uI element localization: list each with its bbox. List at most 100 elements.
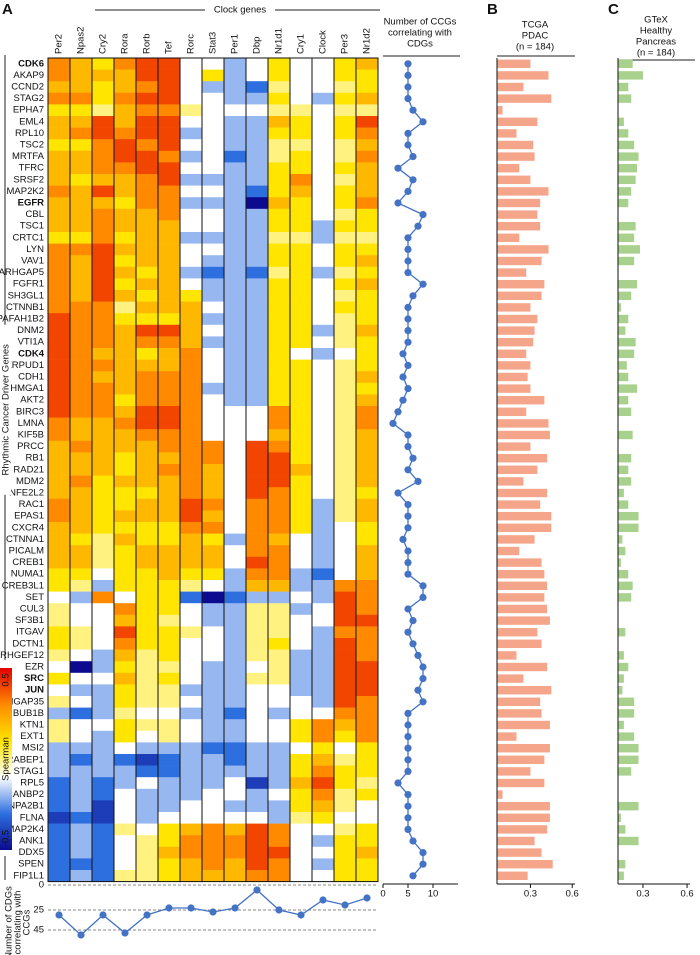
heatmap-cell	[92, 580, 115, 592]
heatmap-cell	[268, 533, 291, 546]
point	[404, 547, 412, 555]
heatmap-cell	[290, 719, 313, 732]
column-label: Per3	[340, 34, 351, 54]
heatmap-cell	[290, 614, 313, 627]
bar	[497, 71, 549, 80]
heatmap-cell	[224, 707, 247, 720]
row-label: CDH1	[18, 372, 44, 383]
bar	[618, 720, 624, 730]
heatmap-cell	[202, 429, 225, 442]
bar	[618, 535, 623, 544]
heatmap-cell	[92, 452, 115, 465]
bar	[618, 152, 639, 161]
heatmap-cell	[290, 139, 313, 152]
heatmap-cell	[290, 127, 313, 140]
heatmap-cell	[202, 522, 225, 534]
heatmap-cell	[136, 336, 159, 349]
heatmap-cell	[202, 348, 225, 360]
heatmap-cell	[92, 765, 115, 778]
heatmap-cell	[268, 696, 291, 708]
bar	[618, 546, 626, 556]
heatmap-cell	[92, 800, 115, 813]
heatmap-cell	[246, 812, 269, 824]
heatmap-cell	[92, 359, 115, 372]
heatmap-cell	[334, 429, 357, 442]
heatmap-cell	[70, 846, 93, 859]
bar	[497, 106, 503, 115]
label-bg	[0, 324, 11, 495]
bar	[497, 129, 517, 138]
heatmap-cell	[312, 232, 335, 244]
heatmap-cell	[334, 336, 357, 349]
heatmap-cell	[70, 255, 93, 268]
heatmap-cell	[356, 371, 379, 384]
bar	[618, 686, 623, 695]
heatmap-cell	[268, 406, 291, 418]
heatmap-cell	[268, 313, 291, 326]
heatmap-cell	[158, 719, 181, 732]
heatmap-cell	[114, 684, 137, 697]
bar	[497, 314, 538, 324]
row-label: EXT1	[20, 731, 44, 742]
heatmap-cell	[224, 394, 247, 407]
heatmap-cell	[92, 684, 115, 697]
bar	[618, 512, 639, 521]
heatmap-cell	[48, 858, 71, 871]
heatmap-cell	[246, 823, 269, 836]
heatmap-cell	[334, 823, 357, 836]
heatmap-cell	[136, 104, 159, 117]
heatmap-cell	[48, 475, 71, 488]
point	[404, 501, 412, 509]
chart-title: Pancreas	[636, 37, 676, 48]
heatmap-cell	[202, 371, 225, 384]
heatmap-cell	[268, 522, 291, 534]
heatmap-cell	[48, 127, 71, 140]
bar	[618, 303, 621, 312]
heatmap-cell	[92, 649, 115, 662]
heatmap-cell	[224, 684, 247, 697]
heatmap-cell	[334, 324, 357, 337]
heatmap-cell	[92, 672, 115, 685]
heatmap-cell	[92, 707, 115, 720]
point	[404, 466, 412, 474]
heatmap-cell	[290, 278, 313, 291]
heatmap-cell	[224, 324, 247, 337]
heatmap-cell	[158, 603, 181, 616]
heatmap-cell	[136, 568, 159, 581]
bar	[497, 836, 535, 846]
heatmap-cell	[180, 371, 203, 384]
heatmap-cell	[48, 719, 71, 732]
heatmap-cell	[290, 197, 313, 210]
heatmap-cell	[290, 788, 313, 801]
heatmap-cell	[290, 336, 313, 349]
heatmap-cell	[356, 765, 379, 778]
heatmap-cell	[334, 870, 357, 882]
heatmap-cell	[202, 661, 225, 674]
heatmap-cell	[356, 568, 379, 581]
heatmap-cell	[92, 533, 115, 546]
heatmap-cell	[312, 626, 335, 639]
point	[404, 733, 412, 741]
bar	[618, 396, 629, 405]
heatmap-cell	[48, 487, 71, 500]
heatmap-cell	[92, 812, 115, 824]
chart-title: Clock genes	[214, 5, 267, 16]
chart-title: (n = 184)	[637, 48, 675, 59]
heatmap-cell	[290, 301, 313, 314]
heatmap-cell	[70, 185, 93, 198]
bar	[618, 314, 629, 324]
heatmap-cell	[246, 475, 269, 488]
point	[419, 118, 427, 126]
heatmap-cell	[290, 81, 313, 94]
heatmap-cell	[158, 406, 181, 418]
heatmap-cell	[48, 394, 71, 407]
colorbar-tick-label: -0.5	[1, 830, 12, 846]
x-tick-label: 10	[428, 889, 439, 900]
heatmap-cell	[246, 556, 269, 569]
heatmap-cell	[136, 394, 159, 407]
heatmap-cell	[224, 127, 247, 140]
heatmap-cell	[246, 696, 269, 708]
heatmap-cell	[246, 116, 269, 128]
heatmap-cell	[70, 533, 93, 546]
